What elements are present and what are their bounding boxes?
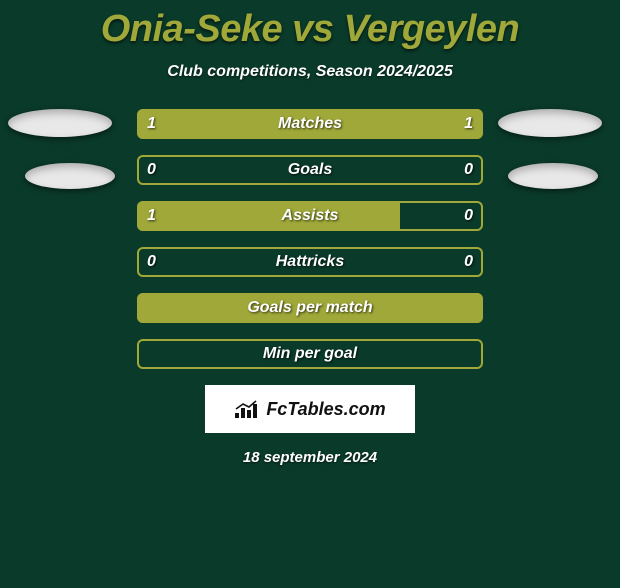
stat-track: [137, 339, 483, 369]
avatar-ellipse: [8, 109, 112, 137]
stat-fill-left: [137, 201, 400, 231]
stat-track: [137, 155, 483, 185]
stat-fill-right: [310, 109, 483, 139]
logo-box: FcTables.com: [205, 385, 415, 433]
stat-row: 11Matches: [137, 109, 483, 139]
page-title: Onia-Seke vs Vergeylen: [0, 8, 620, 51]
avatar-ellipse: [25, 163, 115, 189]
stat-track: [137, 247, 483, 277]
stat-row: 00Goals: [137, 155, 483, 185]
stat-fill-left: [137, 109, 310, 139]
subtitle: Club competitions, Season 2024/2025: [0, 63, 620, 81]
stat-row: 10Assists: [137, 201, 483, 231]
stat-fill: [137, 293, 483, 323]
logo-text: FcTables.com: [266, 399, 385, 420]
avatar-ellipse: [508, 163, 598, 189]
fctables-icon: [234, 399, 260, 419]
stat-row: Goals per match: [137, 293, 483, 323]
comparison-chart: 11Matches 00Goals 10Assists 00Hattricks Goal…: [0, 109, 620, 369]
stat-row: 00Hattricks: [137, 247, 483, 277]
stat-row: Min per goal: [137, 339, 483, 369]
avatar-ellipse: [498, 109, 602, 137]
date-label: 18 september 2024: [0, 449, 620, 466]
